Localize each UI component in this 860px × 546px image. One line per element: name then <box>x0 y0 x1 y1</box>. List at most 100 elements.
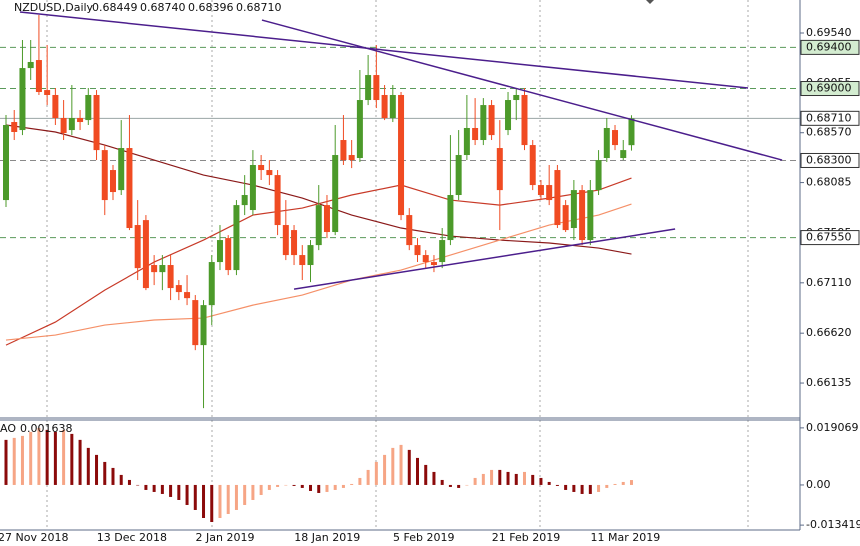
ao-bar <box>193 484 197 510</box>
ao-bar <box>160 484 164 494</box>
y-tick-label: 0.66620 <box>806 326 852 339</box>
candle-body <box>439 240 446 263</box>
level-label: 0.68710 <box>806 111 852 124</box>
candle-body <box>579 190 586 241</box>
candle-body <box>216 240 223 263</box>
ao-bar <box>350 483 354 485</box>
ao-bar <box>86 447 90 485</box>
candle-body <box>175 285 182 293</box>
candle-body <box>192 300 199 346</box>
ao-bar <box>309 484 313 491</box>
ao-bar <box>119 474 123 485</box>
candle-body <box>587 190 594 241</box>
candle-body <box>562 205 569 231</box>
candle-body <box>620 150 627 159</box>
x-tick-label: 5 Feb 2019 <box>393 531 454 544</box>
candle-body <box>208 262 215 306</box>
ao-bar <box>457 484 461 488</box>
y-tick-label: 0.019069 <box>806 421 859 434</box>
candle-body <box>274 175 281 226</box>
candle-body <box>19 68 26 131</box>
ao-bar <box>218 484 222 518</box>
candle-body <box>480 105 487 141</box>
ao-bar <box>185 484 189 505</box>
candle-body <box>27 61 34 69</box>
ao-bar <box>605 484 609 488</box>
ao-bar <box>276 484 280 487</box>
y-tick-label: 0.68085 <box>806 176 852 189</box>
y-tick-label: 0.69540 <box>806 26 852 39</box>
ao-bar <box>251 484 255 500</box>
dropdown[interactable] <box>646 0 654 4</box>
x-tick-label: 2 Jan 2019 <box>196 531 255 544</box>
level-label: 0.67550 <box>806 231 852 244</box>
level-label: 0.69400 <box>806 40 852 53</box>
ao-bar <box>243 484 247 505</box>
ohlc-close: 0.68710 <box>236 1 282 14</box>
trend-line <box>261 19 783 161</box>
ao-bar <box>465 484 469 486</box>
candle-body <box>282 225 289 256</box>
ao-bar <box>490 469 494 485</box>
candle-body <box>603 127 610 159</box>
ao-bar <box>555 484 559 486</box>
candle-body <box>628 118 635 146</box>
candle-body <box>266 170 273 176</box>
ao-title: AO <box>0 422 16 435</box>
candle-body <box>430 262 437 266</box>
candle-body <box>60 118 67 134</box>
ao-bar <box>440 479 444 485</box>
ao-bar <box>234 484 238 510</box>
ao-bar <box>103 461 107 485</box>
y-tick-label: 0.67110 <box>806 276 852 289</box>
x-tick-label: 11 Mar 2019 <box>591 531 661 544</box>
ao-bar <box>539 477 543 485</box>
level-box <box>800 39 860 55</box>
candle-body <box>52 94 59 119</box>
ao-bar <box>267 484 271 490</box>
candle-body <box>406 215 413 246</box>
candle-body <box>151 265 158 273</box>
ao-bar <box>20 435 24 485</box>
candle-body <box>595 160 602 191</box>
ao-bar <box>62 429 66 485</box>
candle-body <box>496 148 503 191</box>
ao-bar <box>564 484 568 490</box>
candle-body <box>570 190 577 229</box>
candle-body <box>529 145 536 186</box>
candle-body <box>521 94 528 146</box>
candle-body <box>340 140 347 161</box>
candle-body <box>315 205 322 246</box>
ao-bar <box>144 484 148 490</box>
ao-bar <box>498 469 502 485</box>
plot: 0.695400.690550.685700.680850.675950.671… <box>0 11 860 544</box>
ao-bar <box>407 449 411 485</box>
candle-body <box>463 127 470 156</box>
ao-bar <box>629 480 633 485</box>
y-tick-label: 0.68570 <box>806 126 852 139</box>
ao-bar <box>136 484 140 486</box>
ao-bar <box>292 484 296 486</box>
ao-bar <box>358 477 362 485</box>
trend-line <box>293 228 676 290</box>
candle-body <box>159 265 166 273</box>
ao-bar <box>259 484 263 495</box>
candle-body <box>249 165 256 211</box>
ao-bar <box>177 484 181 500</box>
level-label: 0.69000 <box>806 82 852 95</box>
trend-line <box>19 11 749 89</box>
ao-bar <box>399 444 403 485</box>
candle-body <box>77 118 84 123</box>
ao-bar <box>597 484 601 492</box>
candle-body <box>258 165 265 171</box>
ao-bar <box>481 473 485 485</box>
x-tick-label: 21 Feb 2019 <box>492 531 560 544</box>
candle-body <box>373 75 380 101</box>
ao-bar <box>522 471 526 485</box>
ao-bar <box>391 447 395 485</box>
ao-bar <box>366 469 370 485</box>
ao-bar <box>432 471 436 485</box>
ao-bar <box>572 484 576 492</box>
level-box <box>800 110 860 126</box>
